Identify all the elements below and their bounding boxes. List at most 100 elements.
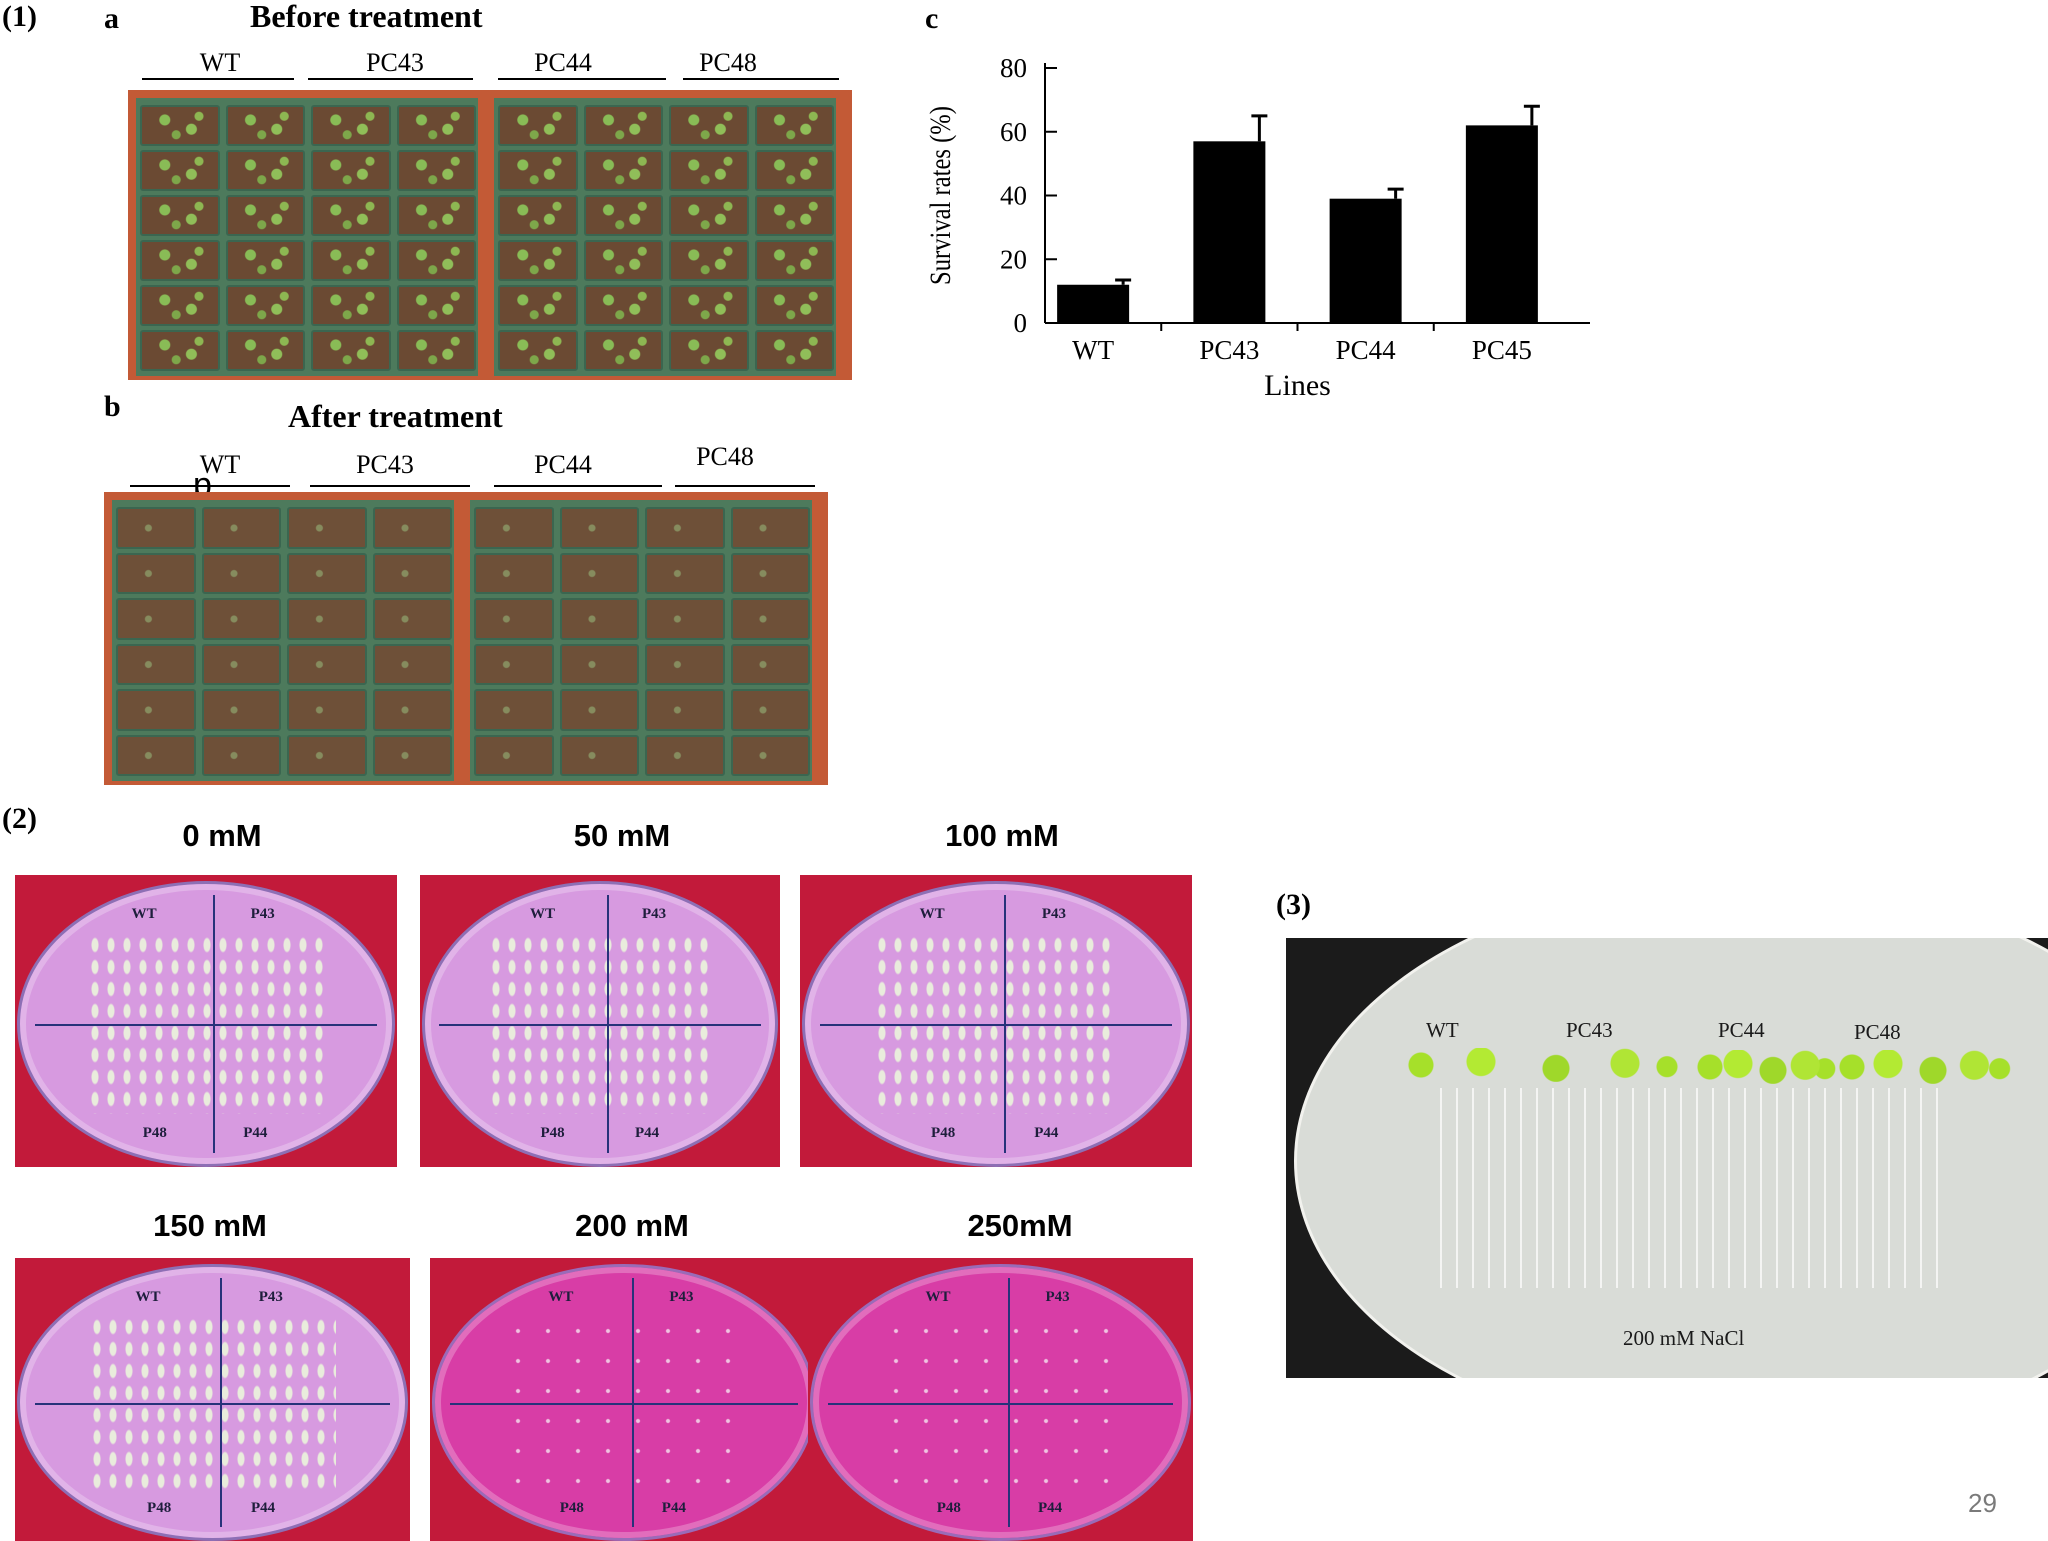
quadrant-divider bbox=[607, 895, 609, 1153]
plant-pot bbox=[498, 105, 578, 146]
quadrant-genotype-label: P44 bbox=[251, 1500, 276, 1517]
plant-pot bbox=[287, 552, 367, 594]
plant-pot bbox=[311, 240, 391, 281]
after-treatment-photo bbox=[104, 492, 828, 785]
plant-pot bbox=[754, 240, 834, 281]
plant-pot bbox=[730, 598, 810, 640]
panel-a-genotype-label: PC44 bbox=[534, 48, 592, 77]
survival-rate-chart: 0 20 40 60 80 Survival rates (%) WT PC43 PC44 PC4… bbox=[924, 53, 1590, 402]
plant-pot bbox=[287, 643, 367, 685]
plant-pot bbox=[583, 240, 663, 281]
x-tick-label: PC44 bbox=[1336, 335, 1397, 365]
quadrant-genotype-label: WT bbox=[548, 1288, 574, 1305]
plant-pot bbox=[116, 689, 196, 731]
plant-pot bbox=[730, 643, 810, 685]
plant-pot bbox=[201, 689, 281, 731]
x-tick-label: WT bbox=[1072, 335, 1114, 365]
nacl-concentration-label: 100 mM bbox=[945, 818, 1059, 853]
plant-pot bbox=[645, 689, 725, 731]
panel-a-group-underline bbox=[308, 78, 473, 80]
panel-b-letter: b bbox=[104, 390, 121, 423]
plant-pot bbox=[225, 105, 305, 146]
y-tick-label: 40 bbox=[1000, 181, 1027, 211]
seedling-row bbox=[1391, 1048, 1691, 1082]
plant-pot bbox=[311, 195, 391, 236]
quadrant-genotype-label: P43 bbox=[1041, 906, 1066, 923]
plant-pot bbox=[201, 643, 281, 685]
plant-pot bbox=[730, 507, 810, 549]
plant-pot bbox=[372, 507, 452, 549]
plant-pot bbox=[669, 195, 749, 236]
plant-pot bbox=[559, 734, 639, 776]
quadrant-divider bbox=[34, 1024, 378, 1026]
plant-pot bbox=[116, 734, 196, 776]
plant-pot bbox=[140, 105, 220, 146]
plant-pot bbox=[669, 285, 749, 326]
quadrant-divider bbox=[35, 1402, 390, 1405]
quadrant-genotype-label: P48 bbox=[931, 1124, 956, 1141]
plant-pot bbox=[645, 552, 725, 594]
plant-pot bbox=[311, 105, 391, 146]
y-tick-label: 60 bbox=[1000, 117, 1027, 147]
plant-pot bbox=[474, 552, 554, 594]
plant-pot bbox=[559, 643, 639, 685]
petri-plate-photo: WT P43 P48 P44 bbox=[15, 875, 397, 1167]
quadrant-genotype-label: P44 bbox=[1038, 1500, 1063, 1517]
plant-pot bbox=[372, 598, 452, 640]
panel-3-number: (3) bbox=[1276, 888, 1311, 921]
plant-pot bbox=[372, 734, 452, 776]
plant-pot bbox=[474, 507, 554, 549]
page-number: 29 bbox=[1968, 1488, 1997, 1518]
plant-pot bbox=[669, 150, 749, 191]
quadrant-divider bbox=[631, 1277, 634, 1528]
plant-pot bbox=[116, 598, 196, 640]
salt-stress-seedling-photo: WT PC43 PC44 PC48 200 mM NaCl bbox=[1286, 938, 2048, 1378]
plant-pot bbox=[730, 689, 810, 731]
quadrant-genotype-label: P44 bbox=[635, 1124, 660, 1141]
quadrant-genotype-label: WT bbox=[131, 906, 157, 923]
plant-pot bbox=[559, 552, 639, 594]
plant-pot bbox=[583, 150, 663, 191]
plant-pot bbox=[287, 598, 367, 640]
plant-pot bbox=[474, 734, 554, 776]
plant-pot bbox=[116, 507, 196, 549]
quadrant-genotype-label: WT bbox=[919, 906, 945, 923]
petri-plate-photo: WT P43 P48 P44 bbox=[420, 875, 780, 1167]
quadrant-genotype-label: P48 bbox=[559, 1500, 584, 1517]
y-tick-label: 80 bbox=[1000, 53, 1027, 83]
plant-pot bbox=[754, 195, 834, 236]
y-axis-label: Survival rates (%) bbox=[924, 106, 957, 285]
plant-pot bbox=[754, 330, 834, 371]
plant-pot bbox=[140, 150, 220, 191]
nacl-concentration-label: 200 mM bbox=[575, 1208, 689, 1243]
plant-pot bbox=[311, 285, 391, 326]
plant-pot bbox=[645, 507, 725, 549]
quadrant-genotype-label: P48 bbox=[540, 1124, 565, 1141]
petri-plate-photo: WT P43 P48 P44 bbox=[15, 1258, 410, 1541]
petri-plate-photo: WT P43 P48 P44 bbox=[430, 1258, 818, 1541]
plant-pot bbox=[201, 507, 281, 549]
panel-a-group-underline bbox=[683, 78, 839, 80]
plant-pot bbox=[498, 195, 578, 236]
panel-a-genotype-label: WT bbox=[199, 48, 241, 77]
quadrant-genotype-label: P43 bbox=[250, 906, 275, 923]
plant-pot bbox=[669, 330, 749, 371]
bar bbox=[1329, 198, 1402, 323]
quadrant-genotype-label: P43 bbox=[669, 1288, 694, 1305]
plant-pot bbox=[730, 552, 810, 594]
quadrant-genotype-label: P43 bbox=[258, 1288, 283, 1305]
quadrant-genotype-label: P44 bbox=[661, 1500, 686, 1517]
plant-pot bbox=[754, 150, 834, 191]
petri-dish: WT P43 P48 P44 bbox=[17, 881, 395, 1167]
plant-pot bbox=[669, 105, 749, 146]
plant-pot bbox=[372, 689, 452, 731]
x-axis-label: Lines bbox=[1264, 369, 1331, 402]
panel-a-heading: Before treatment bbox=[250, 0, 483, 34]
plant-pot bbox=[583, 195, 663, 236]
plant-pot bbox=[225, 330, 305, 371]
plant-pot bbox=[645, 643, 725, 685]
panel-a-genotype-label: PC43 bbox=[366, 48, 424, 77]
nacl-concentration-label: 150 mM bbox=[153, 1208, 267, 1243]
petri-dish: WT P43 P48 P44 bbox=[17, 1264, 408, 1541]
plant-pot bbox=[396, 105, 476, 146]
